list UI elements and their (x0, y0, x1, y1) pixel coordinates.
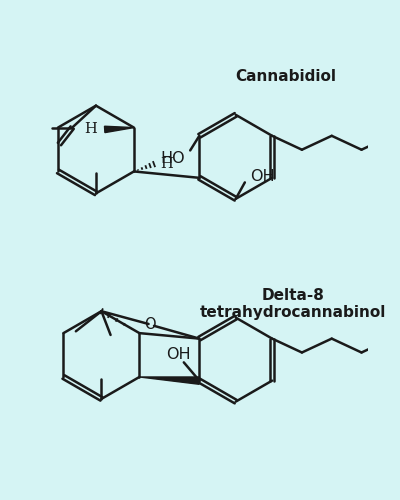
Polygon shape (104, 126, 134, 132)
Text: O: O (144, 318, 156, 332)
Text: Cannabidiol: Cannabidiol (236, 69, 336, 84)
Text: H: H (85, 122, 97, 136)
Polygon shape (140, 377, 200, 384)
Text: OH: OH (250, 168, 275, 184)
Text: HO: HO (160, 151, 185, 166)
Text: Delta-8: Delta-8 (262, 288, 325, 303)
Text: OH: OH (166, 346, 191, 362)
Text: tetrahydrocannabinol: tetrahydrocannabinol (200, 304, 386, 320)
Text: H: H (160, 157, 173, 171)
